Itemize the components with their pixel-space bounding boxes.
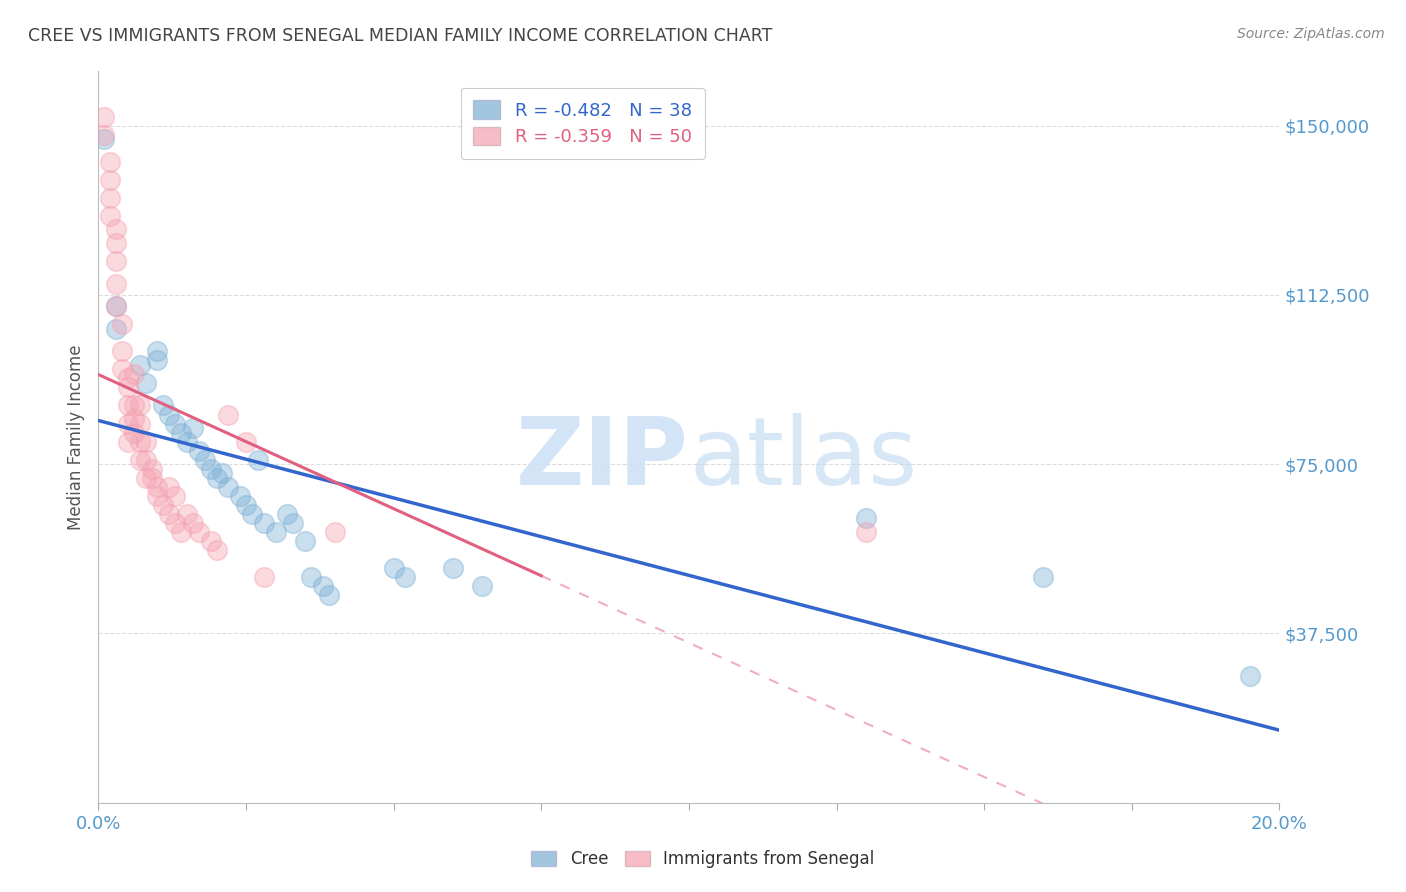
Point bbox=[117, 371, 139, 385]
Point bbox=[93, 110, 115, 124]
Point bbox=[471, 579, 494, 593]
Point bbox=[122, 412, 145, 426]
Point bbox=[117, 417, 139, 431]
Point bbox=[394, 570, 416, 584]
Point bbox=[181, 516, 204, 530]
Point bbox=[93, 132, 115, 146]
Point bbox=[312, 579, 335, 593]
Point bbox=[128, 452, 150, 467]
Point bbox=[253, 516, 276, 530]
Point bbox=[246, 452, 269, 467]
Point bbox=[128, 399, 150, 413]
Point bbox=[235, 498, 257, 512]
Point bbox=[117, 434, 139, 449]
Point bbox=[200, 533, 222, 548]
Point bbox=[117, 380, 139, 394]
Point bbox=[122, 367, 145, 381]
Point bbox=[122, 425, 145, 440]
Point bbox=[117, 399, 139, 413]
Point bbox=[105, 235, 128, 250]
Point bbox=[105, 254, 128, 268]
Text: CREE VS IMMIGRANTS FROM SENEGAL MEDIAN FAMILY INCOME CORRELATION CHART: CREE VS IMMIGRANTS FROM SENEGAL MEDIAN F… bbox=[28, 27, 772, 45]
Point bbox=[217, 408, 239, 422]
Point bbox=[128, 434, 150, 449]
Point bbox=[170, 524, 193, 539]
Point bbox=[200, 461, 222, 475]
Point bbox=[194, 452, 217, 467]
Point bbox=[146, 353, 169, 368]
Point bbox=[294, 533, 316, 548]
Point bbox=[855, 524, 877, 539]
Point bbox=[105, 322, 128, 336]
Point bbox=[441, 561, 464, 575]
Point bbox=[128, 417, 150, 431]
Point bbox=[253, 570, 276, 584]
Point bbox=[128, 358, 150, 372]
Point bbox=[122, 399, 145, 413]
Point bbox=[141, 461, 163, 475]
Point bbox=[205, 471, 228, 485]
Point bbox=[283, 516, 305, 530]
Text: atlas: atlas bbox=[689, 413, 917, 505]
Point bbox=[105, 299, 128, 313]
Point bbox=[141, 471, 163, 485]
Point bbox=[382, 561, 405, 575]
Point bbox=[157, 408, 180, 422]
Point bbox=[105, 277, 128, 291]
Point bbox=[105, 299, 128, 313]
Point bbox=[176, 507, 198, 521]
Point bbox=[98, 209, 121, 223]
Point bbox=[240, 507, 263, 521]
Point bbox=[205, 543, 228, 558]
Y-axis label: Median Family Income: Median Family Income bbox=[66, 344, 84, 530]
Point bbox=[146, 489, 169, 503]
Point bbox=[176, 434, 198, 449]
Point bbox=[135, 471, 157, 485]
Point bbox=[211, 466, 233, 480]
Point bbox=[264, 524, 287, 539]
Point bbox=[111, 362, 134, 376]
Point bbox=[187, 524, 209, 539]
Point bbox=[111, 344, 134, 359]
Point bbox=[146, 480, 169, 494]
Point bbox=[1239, 669, 1261, 683]
Legend: Cree, Immigrants from Senegal: Cree, Immigrants from Senegal bbox=[524, 844, 882, 875]
Point bbox=[165, 489, 187, 503]
Point bbox=[165, 417, 187, 431]
Point bbox=[135, 434, 157, 449]
Point bbox=[135, 452, 157, 467]
Point bbox=[187, 443, 209, 458]
Point bbox=[135, 376, 157, 390]
Point bbox=[318, 588, 340, 602]
Legend: R = -0.482   N = 38, R = -0.359   N = 50: R = -0.482 N = 38, R = -0.359 N = 50 bbox=[461, 87, 704, 159]
Point bbox=[98, 154, 121, 169]
Point bbox=[111, 317, 134, 331]
Point bbox=[217, 480, 239, 494]
Point bbox=[98, 172, 121, 186]
Point bbox=[235, 434, 257, 449]
Point bbox=[181, 421, 204, 435]
Point bbox=[152, 498, 174, 512]
Point bbox=[1032, 570, 1054, 584]
Point bbox=[229, 489, 252, 503]
Text: ZIP: ZIP bbox=[516, 413, 689, 505]
Point bbox=[152, 399, 174, 413]
Point bbox=[170, 425, 193, 440]
Point bbox=[105, 222, 128, 236]
Point bbox=[93, 128, 115, 142]
Point bbox=[157, 507, 180, 521]
Point bbox=[855, 511, 877, 525]
Text: Source: ZipAtlas.com: Source: ZipAtlas.com bbox=[1237, 27, 1385, 41]
Point bbox=[276, 507, 298, 521]
Point bbox=[323, 524, 346, 539]
Point bbox=[157, 480, 180, 494]
Point bbox=[165, 516, 187, 530]
Point bbox=[299, 570, 322, 584]
Point bbox=[146, 344, 169, 359]
Point bbox=[98, 191, 121, 205]
